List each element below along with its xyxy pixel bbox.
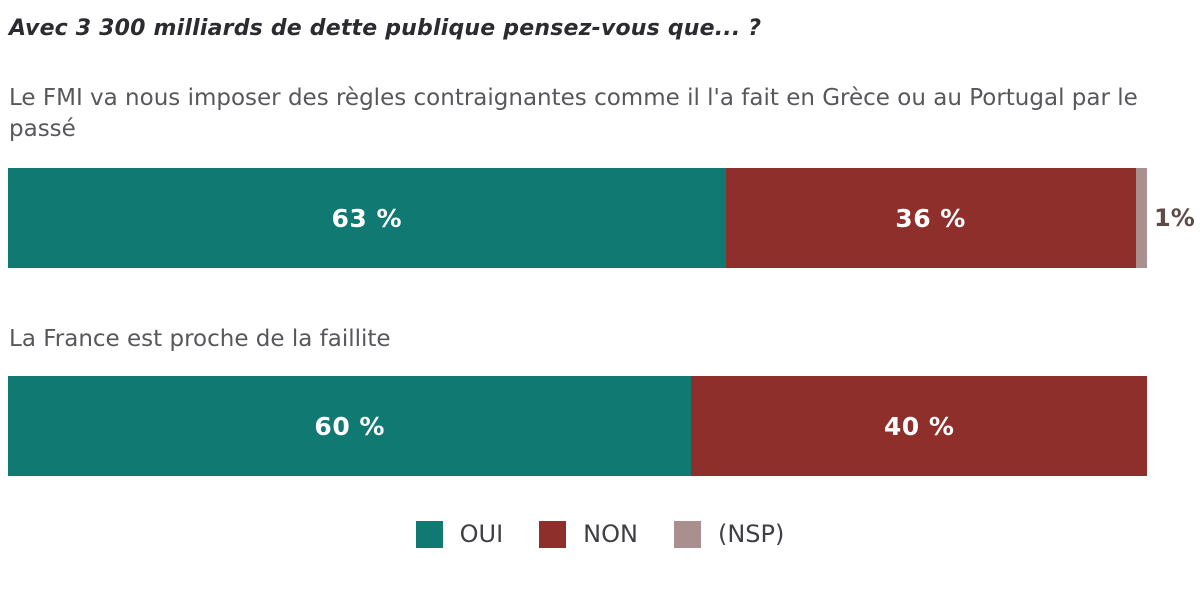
- question-label-1: Le FMI va nous imposer des règles contra…: [9, 85, 1138, 143]
- legend-label-nsp: (NSP): [717, 520, 785, 549]
- legend-swatch-oui: [415, 520, 443, 548]
- bar-2-segment-non: 40 %: [691, 376, 1147, 477]
- bar-1-oui-value-label: 63 %: [331, 203, 403, 233]
- legend-item-non: NON: [539, 520, 638, 548]
- legend-label-non: NON: [583, 520, 638, 549]
- legend-swatch-nsp: [673, 520, 701, 548]
- stacked-bar-1: 63 % 36 %: [8, 168, 1147, 269]
- question-label-2: La France est proche de la faillite: [9, 326, 391, 353]
- legend-swatch-non: [539, 520, 567, 548]
- bar-row-2: 60 % 40 %: [8, 376, 1200, 477]
- legend-item-nsp: (NSP): [673, 520, 785, 549]
- legend-item-oui: OUI: [415, 520, 504, 549]
- bar-2-oui-value-label: 60 %: [314, 411, 385, 441]
- chart-title: Avec 3 300 milliards de dette publique p…: [9, 16, 762, 41]
- bar-1-segment-nsp: [1135, 168, 1147, 269]
- bar-2-segment-oui: 60 %: [8, 376, 692, 477]
- bar-1-segment-non: 36 %: [725, 168, 1136, 269]
- legend-label-oui: OUI: [459, 520, 504, 549]
- bar-row-1: 63 % 36 % 1%: [8, 168, 1200, 269]
- bar-2-non-value-label: 40 %: [883, 411, 955, 441]
- stacked-bar-2: 60 % 40 %: [8, 376, 1147, 477]
- bar-1-non-value-label: 36 %: [895, 203, 966, 233]
- bar-1-nsp-value-label: 1%: [1154, 204, 1195, 233]
- survey-chart-page: Avec 3 300 milliards de dette publique p…: [0, 16, 1200, 590]
- legend: OUI NON (NSP): [0, 520, 1200, 548]
- bar-1-segment-oui: 63 %: [8, 168, 726, 269]
